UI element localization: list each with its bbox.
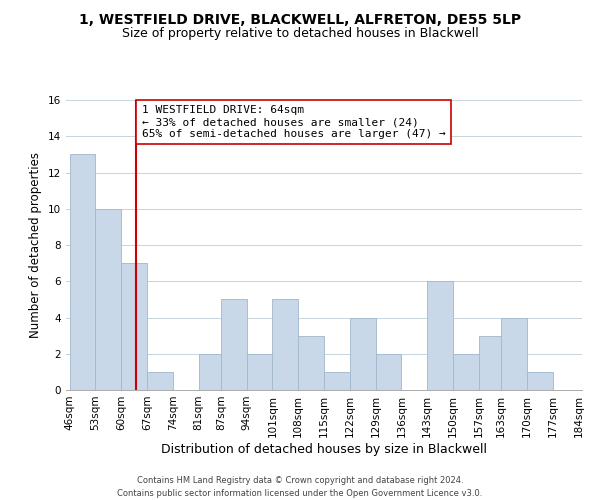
Text: Contains HM Land Registry data © Crown copyright and database right 2024.
Contai: Contains HM Land Registry data © Crown c…	[118, 476, 482, 498]
Text: 1 WESTFIELD DRIVE: 64sqm
← 33% of detached houses are smaller (24)
65% of semi-d: 1 WESTFIELD DRIVE: 64sqm ← 33% of detach…	[142, 106, 445, 138]
Bar	[121, 263, 147, 390]
Bar	[247, 354, 272, 390]
Bar	[350, 318, 376, 390]
X-axis label: Distribution of detached houses by size in Blackwell: Distribution of detached houses by size …	[161, 442, 487, 456]
Bar	[479, 336, 501, 390]
Bar	[199, 354, 221, 390]
Bar	[527, 372, 553, 390]
Bar	[272, 300, 298, 390]
Bar	[324, 372, 350, 390]
Bar	[298, 336, 324, 390]
Bar	[453, 354, 479, 390]
Bar	[221, 300, 247, 390]
Y-axis label: Number of detached properties: Number of detached properties	[29, 152, 43, 338]
Text: 1, WESTFIELD DRIVE, BLACKWELL, ALFRETON, DE55 5LP: 1, WESTFIELD DRIVE, BLACKWELL, ALFRETON,…	[79, 12, 521, 26]
Bar	[376, 354, 401, 390]
Bar	[147, 372, 173, 390]
Bar	[501, 318, 527, 390]
Bar	[70, 154, 95, 390]
Bar	[427, 281, 453, 390]
Bar	[95, 209, 121, 390]
Text: Size of property relative to detached houses in Blackwell: Size of property relative to detached ho…	[122, 28, 478, 40]
